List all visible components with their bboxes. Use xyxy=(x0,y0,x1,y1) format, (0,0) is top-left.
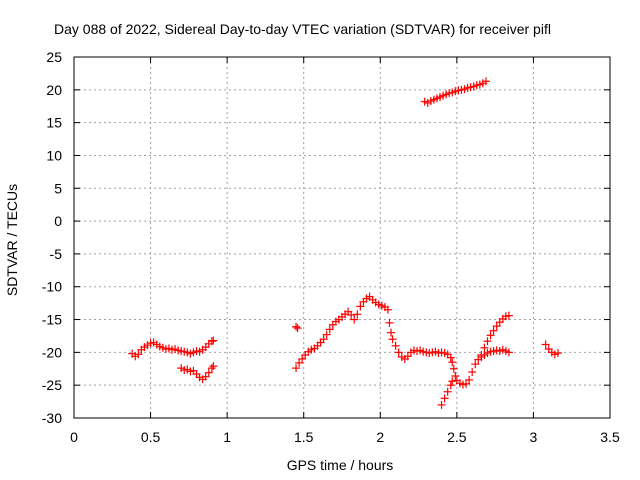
data-point xyxy=(387,328,396,337)
data-point xyxy=(292,364,301,373)
data-point xyxy=(322,330,331,339)
data-point xyxy=(471,360,480,369)
y-tick-label: -30 xyxy=(42,410,62,426)
data-point xyxy=(481,77,490,86)
x-tick-label: 0 xyxy=(70,429,78,445)
data-point xyxy=(394,348,403,357)
y-tick-label: 25 xyxy=(46,49,62,65)
y-tick-label: -10 xyxy=(42,279,62,295)
data-point xyxy=(483,337,492,346)
data-points xyxy=(128,77,562,409)
x-tick-label: 3 xyxy=(530,429,538,445)
x-axis-title: GPS time / hours xyxy=(287,457,394,473)
data-point xyxy=(325,325,334,334)
data-point xyxy=(293,324,302,333)
data-point xyxy=(440,394,449,403)
data-point xyxy=(553,349,562,358)
y-tick-label: 10 xyxy=(46,147,62,163)
data-point xyxy=(385,318,394,327)
data-point xyxy=(486,331,495,340)
data-point xyxy=(209,362,218,371)
y-tick-label: -15 xyxy=(42,312,62,328)
y-tick-label: -20 xyxy=(42,344,62,360)
y-axis-title: SDTVAR / TECUs xyxy=(4,184,20,296)
y-tick-label: -25 xyxy=(42,377,62,393)
x-tick-label: 3.5 xyxy=(600,429,620,445)
grid-lines xyxy=(74,57,610,418)
data-point xyxy=(347,310,356,319)
x-tick-label: 0.5 xyxy=(141,429,161,445)
x-tick-label: 2 xyxy=(376,429,384,445)
y-tick-label: -5 xyxy=(50,246,63,262)
y-tick-label: 0 xyxy=(54,213,62,229)
data-point xyxy=(350,315,359,324)
data-point xyxy=(388,335,397,344)
data-point xyxy=(489,326,498,335)
chart-title: Day 088 of 2022, Sidereal Day-to-day VTE… xyxy=(54,21,551,37)
data-point xyxy=(504,311,513,320)
data-point xyxy=(448,358,457,367)
data-point xyxy=(207,364,216,373)
x-tick-label: 1.5 xyxy=(294,429,314,445)
data-point xyxy=(504,348,513,357)
data-point xyxy=(207,337,216,346)
data-point xyxy=(465,375,474,384)
data-point xyxy=(477,350,486,359)
y-tick-label: 15 xyxy=(46,115,62,131)
data-point xyxy=(391,341,400,350)
x-tick-label: 2.5 xyxy=(447,429,467,445)
data-point xyxy=(134,350,143,359)
data-point xyxy=(319,335,328,344)
data-point xyxy=(451,371,460,380)
axis-ticks xyxy=(73,56,611,419)
data-point xyxy=(449,364,458,373)
plot-frame xyxy=(73,56,611,419)
data-point xyxy=(541,340,550,349)
tick-labels: 0 0.5 1 1.5 2 2.5 3 3.5 25 20 15 10 5 0 -5 -10 -15 -20 -25… xyxy=(42,49,620,445)
data-point xyxy=(292,322,301,331)
y-tick-label: 20 xyxy=(46,82,62,98)
data-point xyxy=(443,387,452,396)
data-point xyxy=(353,310,362,319)
data-point xyxy=(209,336,218,345)
y-tick-label: 5 xyxy=(54,180,62,196)
data-point xyxy=(446,381,455,390)
data-point xyxy=(356,302,365,311)
data-point xyxy=(204,368,213,377)
data-point xyxy=(437,400,446,409)
data-point xyxy=(448,377,457,386)
data-point xyxy=(468,368,477,377)
data-point xyxy=(480,343,489,352)
data-point xyxy=(446,353,455,362)
data-point xyxy=(383,305,392,314)
x-tick-label: 1 xyxy=(223,429,231,445)
